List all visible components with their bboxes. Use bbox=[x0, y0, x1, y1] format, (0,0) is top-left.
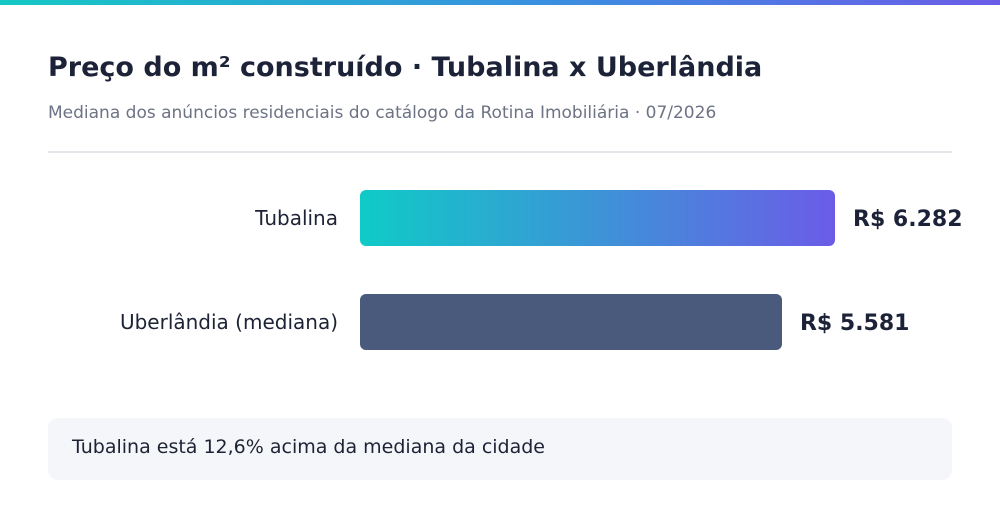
category-label: Uberlândia (mediana) bbox=[120, 310, 338, 334]
chart-subtitle: Mediana dos anúncios residenciais do cat… bbox=[48, 103, 717, 123]
comparison-note-text: Tubalina está 12,6% acima da mediana da … bbox=[72, 436, 545, 458]
bar bbox=[360, 294, 782, 350]
bar bbox=[360, 190, 835, 246]
chart-title: Preço do m² construído · Tubalina x Uber… bbox=[48, 52, 763, 83]
header-divider bbox=[48, 151, 952, 153]
comparison-note-box: Tubalina está 12,6% acima da mediana da … bbox=[48, 418, 952, 480]
bar-chart: Tubalina R$ 6.282 Uberlândia (mediana) R$ 5… bbox=[120, 190, 963, 350]
value-label: R$ 5.581 bbox=[800, 311, 910, 336]
value-label: R$ 6.282 bbox=[853, 207, 963, 232]
top-accent-bar bbox=[0, 0, 1000, 5]
category-label: Tubalina bbox=[254, 206, 338, 230]
